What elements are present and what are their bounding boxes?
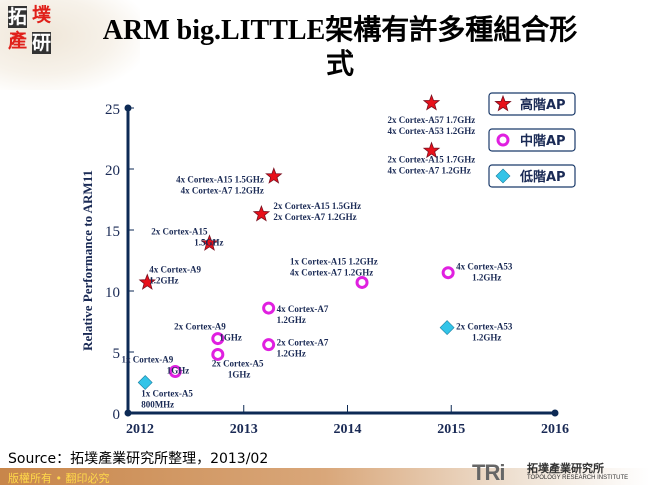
footer-bar: [0, 468, 650, 485]
legend-box: [488, 164, 576, 188]
data-label-line: 2x Cortex-A5: [212, 358, 264, 368]
data-point-star: [252, 204, 271, 222]
data-point-ring: [211, 332, 225, 346]
data-label-line: 1GHz: [228, 369, 251, 379]
data-label-line: 2x Cortex-A53: [456, 322, 513, 332]
data-point-ring: [211, 347, 225, 361]
data-label: 2x Cortex-A15 1.5GHz: [151, 226, 223, 247]
data-point-star: [422, 141, 441, 159]
data-point-ring: [441, 266, 455, 280]
data-label-line: 1GHz: [167, 366, 190, 376]
data-label: 2x Cortex-A57 1.7GHz 4x Cortex-A53 1.2GHz: [388, 115, 476, 136]
data-label: 4x Cortex-A15 1.5GHz 4x Cortex-A7 1.2GHz: [176, 174, 264, 195]
brand-mark: TRi: [472, 460, 505, 485]
copyright-text: 版權所有 • 翻印必究: [8, 472, 110, 485]
y-tick-label: 20: [105, 163, 120, 179]
y-tick-label: 15: [105, 224, 120, 240]
data-label-line: 4x Cortex-A7 1.2GHz: [388, 166, 471, 176]
data-label: 2x Cortex-A15 1.7GHz 4x Cortex-A7 1.2GHz: [388, 155, 476, 176]
data-point-ring: [355, 275, 369, 289]
data-label-line: 2x Cortex-A7 1.2GHz: [273, 212, 356, 222]
x-tick-label: 2015: [437, 422, 465, 437]
tri-logo: 拓 墣 產 研: [6, 4, 58, 58]
data-label-line: 1.2GHz: [277, 349, 306, 359]
data-label-line: 1.5GHz: [194, 237, 223, 247]
data-label-line: 800MHz: [141, 400, 174, 410]
y-axis-label: Relative Performance to ARM11: [80, 170, 95, 351]
data-label: 1x Cortex-A5 800MHz: [141, 389, 193, 410]
data-label-line: 2x Cortex-A15 1.5GHz: [273, 201, 361, 211]
data-label-line: 4x Cortex-A9: [149, 264, 201, 274]
legend-label: 低階AP: [519, 169, 566, 185]
data-label: 2x Cortex-A7 1.2GHz: [277, 338, 329, 359]
data-label-line: 4x Cortex-A53 1.2GHz: [388, 126, 476, 136]
x-tick-label: 2014: [334, 422, 362, 437]
data-label-line: 2x Cortex-A57 1.7GHz: [388, 115, 476, 125]
data-label: 2x Cortex-A15 1.5GHz 2x Cortex-A7 1.2GHz: [273, 201, 361, 222]
data-label-line: 2x Cortex-A9: [174, 322, 226, 332]
page-title: ARM big.LITTLE架構有許多種組合形 式: [80, 14, 600, 82]
legend-marker-diamond: [495, 168, 511, 184]
brand-cn: 拓墣產業研究所: [527, 462, 604, 475]
data-label: 1x Cortex-A15 1.2GHz 4x Cortex-A7 1.2GHz: [290, 256, 378, 277]
legend-box: [488, 92, 576, 116]
y-tick-label: 25: [105, 102, 120, 118]
x-tick-label: 2016: [541, 422, 569, 437]
data-label-line: 1x Cortex-A15 1.2GHz: [290, 256, 378, 266]
legend-box: [488, 128, 576, 152]
data-point-ring: [262, 338, 276, 352]
y-tick-label: 10: [105, 285, 120, 301]
data-point-ring: [168, 365, 182, 379]
data-point-star: [422, 93, 441, 111]
data-label-line: 2x Cortex-A15: [151, 226, 208, 236]
data-label-line: 4x Cortex-A7 1.2GHz: [290, 267, 373, 277]
data-label-line: 4x Cortex-A53: [456, 262, 513, 272]
logo-char: 研: [32, 32, 52, 54]
legend-marker-star: [494, 94, 512, 112]
y-tick-label: 0: [113, 407, 121, 423]
legend-marker-ring: [496, 133, 510, 147]
data-label-line: 1.2GHz: [277, 315, 306, 325]
data-point-ring: [262, 301, 276, 315]
y-tick-label: 5: [113, 346, 121, 362]
data-label-line: 2x Cortex-A15 1.7GHz: [388, 155, 476, 165]
data-label-line: 2x Cortex-A7: [277, 338, 329, 348]
data-label: 2x Cortex-A53 1.2GHz: [456, 322, 513, 343]
logo-char: 產: [8, 30, 28, 52]
source-note: Source：拓墣產業研究所整理，2013/02: [8, 451, 269, 467]
data-label-line: 1.2GHz: [472, 273, 501, 283]
data-label-line: 1.2GHz: [149, 275, 178, 285]
title-line-1: ARM big.LITTLE架構有許多種組合形: [102, 15, 578, 46]
data-label: 4x Cortex-A53 1.2GHz: [456, 262, 513, 283]
data-label-line: 1.2GHz: [472, 333, 501, 343]
data-label-line: 1x Cortex-A9: [122, 355, 174, 365]
logo-char: 墣: [32, 4, 52, 26]
x-axis-end-dot: [551, 409, 559, 417]
x-tick-label: 2012: [126, 422, 154, 437]
data-label-line: 1x Cortex-A5: [141, 389, 193, 399]
data-point-star: [200, 234, 219, 251]
data-label: 4x Cortex-A9 1.2GHz: [149, 264, 201, 285]
data-label: 1x Cortex-A9 1GHz: [122, 355, 190, 376]
tri-brand-logo: TRi 拓墣產業研究所 TOPOLOGY RESEARCH INSTITUTE: [472, 458, 647, 485]
data-label: 4x Cortex-A7 1.2GHz: [277, 304, 329, 325]
title-line-2: 式: [325, 49, 354, 80]
data-label: 2x Cortex-A9 1GHz: [174, 322, 242, 343]
data-label-line: 1GHz: [219, 333, 242, 343]
logo-char: 拓: [8, 6, 28, 28]
data-point-diamond: [439, 320, 455, 336]
data-label-line: 4x Cortex-A7 1.2GHz: [181, 185, 264, 195]
data-point-diamond: [137, 375, 153, 390]
data-label: 2x Cortex-A5 1GHz: [212, 358, 264, 379]
data-point-star: [138, 273, 156, 290]
legend-label: 中階AP: [520, 133, 566, 149]
legend-label: 高階AP: [520, 97, 566, 113]
brand-en: TOPOLOGY RESEARCH INSTITUTE: [527, 475, 629, 481]
data-point-star: [265, 167, 283, 184]
x-tick-label: 2013: [230, 422, 258, 437]
data-label-line: 4x Cortex-A7: [277, 304, 329, 314]
data-label-line: 4x Cortex-A15 1.5GHz: [176, 174, 264, 184]
